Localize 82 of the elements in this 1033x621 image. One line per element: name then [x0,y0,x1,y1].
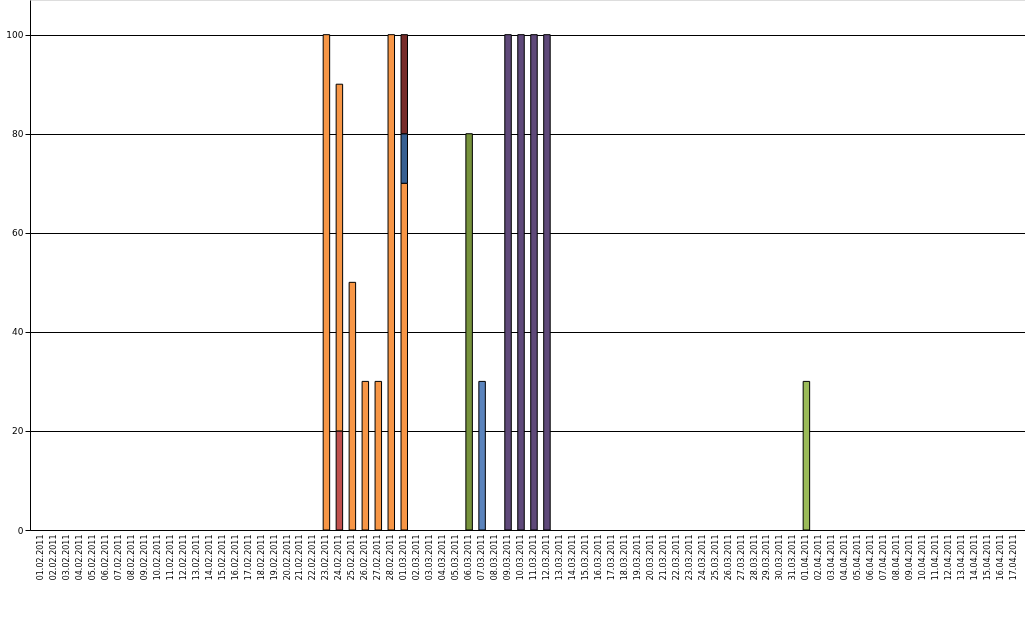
x-tick-label: 18.03.2011 [619,534,629,581]
x-tick-label: 24.02.2011 [334,534,344,581]
x-tick-label: 09.04.2011 [905,534,915,581]
x-tick-label: 07.03.2011 [477,534,487,581]
x-tick-label: 14.03.2011 [567,534,577,581]
x-tick-label: 12.03.2011 [541,534,551,581]
x-tick-label: 21.02.2011 [295,534,305,581]
x-tick-label: 02.03.2011 [412,534,422,581]
x-tick-label: 02.04.2011 [814,534,824,581]
x-tick-label: 23.03.2011 [684,534,694,581]
x-tick-label: 03.02.2011 [61,534,71,581]
x-tick-label: 22.03.2011 [671,534,681,581]
x-tick-label: 27.03.2011 [736,534,746,581]
x-tick-label: 22.02.2011 [308,534,318,581]
x-tick-label: 10.02.2011 [152,534,162,581]
x-tick-label: 20.03.2011 [645,534,655,581]
x-tick-label: 17.02.2011 [243,534,253,581]
x-tick-label: 24.03.2011 [697,534,707,581]
x-tick-label: 13.04.2011 [957,534,967,581]
x-tick-label: 19.02.2011 [269,534,279,581]
x-tick-label: 08.04.2011 [892,534,902,581]
x-tick-label: 23.02.2011 [321,534,331,581]
x-tick-label: 19.03.2011 [632,534,642,581]
y-tick-label: 80 [12,129,24,140]
x-tick-label: 26.03.2011 [723,534,733,581]
x-tick-label: 13.03.2011 [554,534,564,581]
x-tick-label: 15.02.2011 [217,534,227,581]
x-tick-label: 17.04.2011 [1008,534,1018,581]
x-tick-label: 09.02.2011 [139,534,149,581]
x-tick-label: 07.02.2011 [113,534,123,581]
x-tick-label: 02.02.2011 [49,534,58,581]
x-tick-label: 05.04.2011 [853,534,863,581]
x-tick-label: 16.03.2011 [593,534,603,581]
x-tick-label: 04.04.2011 [840,534,850,581]
x-tick-label: 21.03.2011 [658,534,668,581]
y-tick-label: 0 [17,525,24,536]
x-tick-label: 28.02.2011 [386,534,396,581]
x-tick-label: 30.03.2011 [775,534,785,581]
x-tick-label: 08.03.2011 [490,534,500,581]
x-tick-label: 29.03.2011 [762,534,772,581]
x-tick-label: 17.03.2011 [606,534,616,581]
x-tick-label: 10.04.2011 [918,534,928,581]
x-tick-label: 08.02.2011 [126,534,136,581]
x-tick-label: 06.02.2011 [100,534,110,581]
y-tick-label: 20 [12,426,24,437]
x-tick-label: 11.02.2011 [165,534,175,581]
y-tick-label: 40 [12,327,24,338]
x-tick-label: 28.03.2011 [749,534,759,581]
x-tick-label: 15.04.2011 [983,534,993,581]
x-tick-label: 04.02.2011 [74,534,84,581]
x-tick-label: 20.02.2011 [282,534,292,581]
x-tick-label: 05.02.2011 [87,534,97,581]
x-tick-label: 26.02.2011 [360,534,370,581]
x-tick-label: 14.04.2011 [970,534,980,581]
x-tick-label: 18.02.2011 [256,534,266,581]
x-tick-label: 01.03.2011 [399,534,409,581]
x-tick-label: 12.02.2011 [178,534,188,581]
x-tick-label: 05.03.2011 [451,534,461,581]
x-tick-label: 04.03.2011 [438,534,448,581]
x-tick-label: 13.02.2011 [191,534,201,581]
x-tick-label: 25.03.2011 [710,534,720,581]
x-tick-label: 01.02.2011 [36,534,46,581]
x-tick-label: 03.03.2011 [425,534,435,581]
x-tick-label: 27.02.2011 [373,534,383,581]
x-tick-label: 25.02.2011 [347,534,357,581]
x-tick-label: 01.04.2011 [801,534,811,581]
x-tick-label: 16.02.2011 [230,534,240,581]
x-tick-label: 14.02.2011 [204,534,214,581]
x-tick-label: 15.03.2011 [580,534,590,581]
y-tick-label: 100 [6,30,24,41]
x-tick-label: 11.03.2011 [528,534,538,581]
x-tick-label: 09.03.2011 [503,534,513,581]
x-tick-label: 07.04.2011 [879,534,889,581]
x-tick-label: 06.03.2011 [464,534,474,581]
x-tick-label: 11.04.2011 [931,534,941,581]
x-tick-label: 31.03.2011 [788,534,798,581]
y-tick-label: 60 [12,228,24,239]
x-tick-label: 03.04.2011 [827,534,837,581]
x-tick-label: 12.04.2011 [944,534,954,581]
x-tick-label: 06.04.2011 [866,534,876,581]
x-tick-label: 16.04.2011 [996,534,1005,581]
x-tick-label: 10.03.2011 [516,534,526,581]
